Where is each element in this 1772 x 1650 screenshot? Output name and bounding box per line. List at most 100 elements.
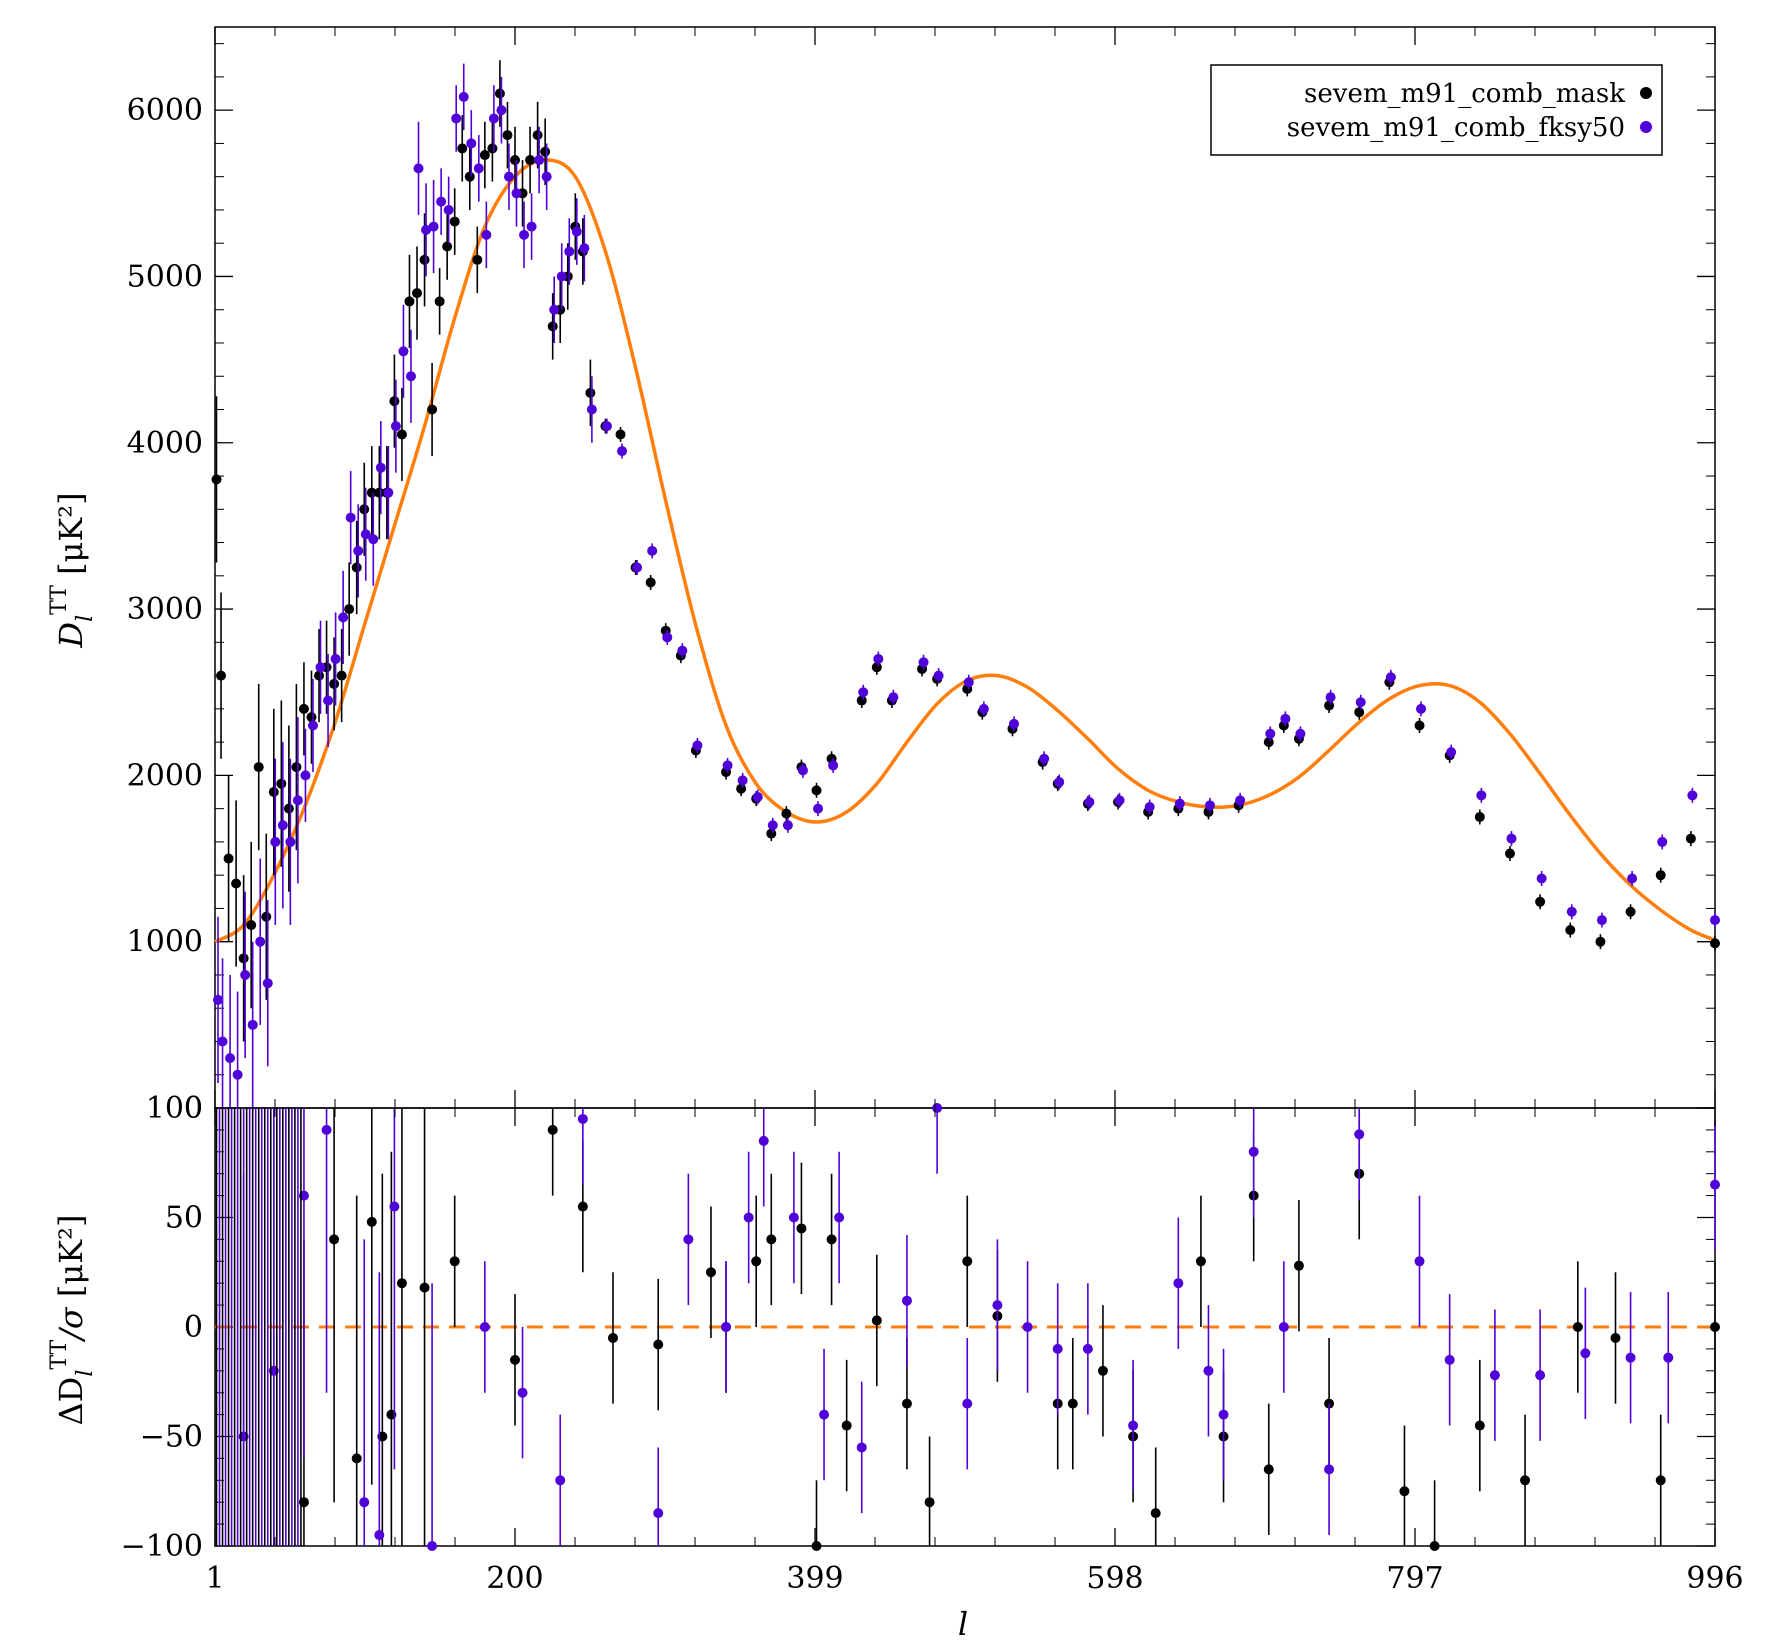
data-point	[232, 1069, 243, 1080]
residual-point	[1489, 1370, 1500, 1381]
data-point	[1536, 873, 1547, 884]
residual-point	[1663, 1352, 1674, 1363]
data-point	[314, 670, 325, 681]
residual-point	[1354, 1129, 1365, 1140]
top-y-tick-label: 6000	[127, 93, 203, 128]
data-point	[261, 911, 272, 922]
residual-point	[1173, 1278, 1184, 1289]
data-point	[978, 703, 989, 714]
residual-point	[321, 1124, 332, 1135]
residual-point	[1150, 1508, 1161, 1519]
data-point	[888, 692, 899, 703]
residual-point	[705, 1267, 716, 1278]
data-point	[502, 130, 513, 141]
data-point	[351, 562, 362, 573]
data-point	[496, 105, 507, 116]
residual-point	[1535, 1370, 1546, 1381]
x-tick-label: 996	[1686, 1561, 1743, 1596]
data-point	[368, 534, 379, 545]
residual-point	[653, 1339, 664, 1350]
data-point	[510, 155, 520, 166]
data-point	[1476, 790, 1487, 801]
residual-point	[1278, 1322, 1289, 1332]
data-point	[487, 143, 498, 154]
residual-point	[1625, 1352, 1636, 1363]
data-point	[1385, 672, 1396, 683]
residual-point	[1052, 1343, 1063, 1354]
residual-point	[396, 1278, 407, 1289]
data-point	[585, 387, 596, 398]
data-point	[396, 429, 407, 440]
data-point	[782, 820, 793, 831]
data-point	[383, 487, 394, 498]
data-point	[541, 171, 552, 182]
top-y-axis-title: DlTT [μK²]	[47, 492, 98, 648]
residual-point	[796, 1223, 807, 1234]
residual-point	[901, 1295, 912, 1306]
data-point	[1685, 833, 1696, 844]
top-y-tick-label: 2000	[127, 758, 203, 793]
legend-box	[1210, 64, 1663, 156]
x-axis: 1 200 399 598 797 996	[205, 27, 1744, 1596]
data-point	[306, 712, 317, 723]
data-point	[797, 765, 808, 776]
data-point	[419, 254, 430, 265]
residual-point	[1710, 1179, 1720, 1190]
data-point	[353, 545, 364, 556]
data-point	[413, 163, 424, 174]
x-tick-label: 1	[205, 1561, 224, 1596]
data-point	[1039, 753, 1050, 764]
data-point	[217, 1036, 228, 1047]
data-point	[1595, 936, 1606, 947]
data-point	[1174, 798, 1185, 809]
data-point	[963, 677, 974, 688]
residual-point	[1248, 1146, 1259, 1157]
data-point	[330, 653, 341, 664]
data-point	[813, 803, 824, 814]
data-point	[1710, 938, 1720, 949]
data-point	[1504, 848, 1515, 859]
data-point	[873, 653, 884, 664]
data-point	[300, 770, 311, 781]
data-point	[1655, 870, 1666, 881]
residual-point	[607, 1332, 618, 1343]
data-point	[766, 828, 777, 839]
residual-point	[1067, 1398, 1078, 1409]
legend-label-mask: sevem_m91_comb_mask	[1304, 79, 1625, 109]
data-point	[338, 612, 349, 623]
data-point	[323, 695, 334, 706]
data-point	[307, 720, 318, 731]
residual-point	[479, 1322, 490, 1332]
bottom-y-tick-label: −50	[140, 1420, 203, 1455]
data-point	[519, 229, 530, 240]
data-point	[1204, 800, 1215, 811]
data-point	[1144, 801, 1155, 812]
data-point	[404, 296, 415, 307]
residual-point	[932, 1103, 943, 1113]
data-point	[933, 670, 944, 681]
data-point	[722, 760, 733, 771]
residual-point	[1444, 1354, 1455, 1365]
data-point	[283, 803, 294, 814]
data-point	[427, 404, 438, 415]
residual-point	[449, 1256, 460, 1267]
data-point	[856, 695, 867, 706]
data-point	[1416, 703, 1427, 714]
x-tick-label: 797	[1386, 1561, 1443, 1596]
top-y-tick-label: 5000	[127, 259, 203, 294]
data-point	[285, 836, 296, 847]
data-point	[540, 146, 551, 157]
data-point	[458, 91, 469, 102]
data-point	[213, 994, 224, 1005]
residual-point	[1610, 1332, 1621, 1343]
data-point	[216, 670, 227, 681]
data-point	[1263, 737, 1274, 748]
x-tick-label: 598	[1086, 1561, 1143, 1596]
bottom-panel: −100 −50 0 50 100	[121, 1091, 1720, 1564]
data-point	[345, 512, 356, 523]
data-point	[1446, 747, 1457, 758]
data-point	[291, 762, 302, 773]
data-point	[488, 113, 499, 124]
bottom-y-tick-label: −100	[121, 1529, 203, 1564]
data-point	[240, 969, 251, 980]
